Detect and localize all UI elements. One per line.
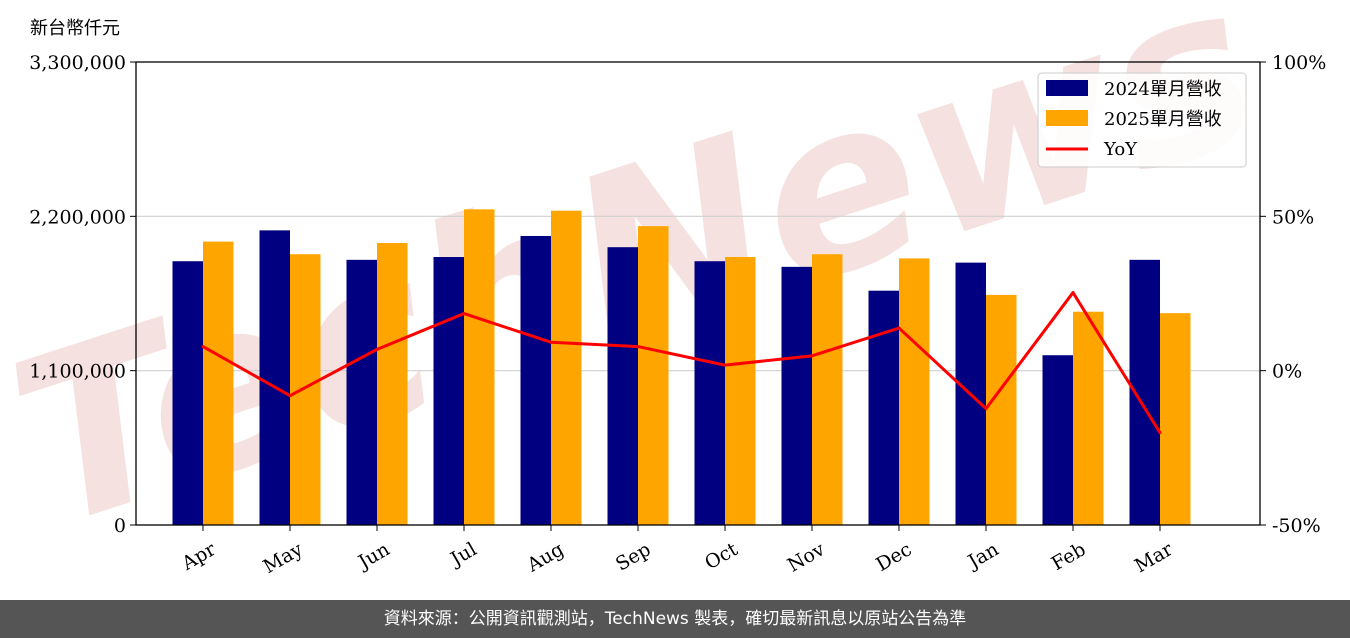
bar-2025 <box>1160 313 1191 525</box>
bar-2025 <box>725 257 756 525</box>
y-right-tick-label: -50% <box>1272 515 1321 537</box>
yoy-point <box>549 340 553 344</box>
y-right-tick-label: 0% <box>1272 361 1302 383</box>
bar-2025 <box>551 210 582 526</box>
x-tick-label: Jun <box>353 538 394 574</box>
bar-2024 <box>433 257 464 525</box>
legend-swatch-2024 <box>1046 80 1088 96</box>
x-tick-label: Oct <box>701 538 742 574</box>
x-tick-label: Aug <box>523 538 568 577</box>
legend-label-yoy: YoY <box>1103 139 1138 160</box>
yoy-point <box>1158 431 1162 435</box>
x-tick-label: Apr <box>177 538 220 575</box>
yoy-point <box>462 312 466 316</box>
yoy-point <box>288 394 292 398</box>
yoy-point <box>897 326 901 330</box>
legend-label-2024: 2024單月營收 <box>1104 79 1222 100</box>
legend-label-2025: 2025單月營收 <box>1104 109 1222 130</box>
x-tick-label: Jul <box>445 538 480 571</box>
x-tick-label: Sep <box>612 538 655 575</box>
y-right-tick-label: 50% <box>1272 206 1314 228</box>
yoy-point <box>375 347 379 351</box>
yoy-point <box>201 345 205 349</box>
y-left-tick-label: 2,200,000 <box>29 206 126 228</box>
yoy-point <box>984 407 988 411</box>
x-tick-label: May <box>260 538 307 578</box>
bar-2024 <box>781 266 812 525</box>
yoy-point <box>723 363 727 367</box>
y-axis-unit-label: 新台幣仟元 <box>30 18 120 39</box>
source-footer: 資料來源：公開資訊觀測站，TechNews 製表，確切最新訊息以原站公告為準 <box>0 600 1350 638</box>
y-right-tick-label: 100% <box>1272 52 1326 74</box>
bar-2025 <box>812 254 843 525</box>
yoy-point <box>636 345 640 349</box>
bar-2025 <box>377 242 408 525</box>
yoy-line <box>202 291 1162 434</box>
y-left-tick-label: 3,300,000 <box>29 52 126 74</box>
bar-2024 <box>346 259 377 525</box>
bar-2025 <box>290 254 321 525</box>
bar-2024 <box>172 261 203 525</box>
bar-2025 <box>986 294 1017 525</box>
legend: 2024單月營收 2025單月營收 YoY <box>1037 72 1247 168</box>
bar-2025 <box>899 258 930 525</box>
bar-2025 <box>203 241 234 525</box>
x-tick-label: Nov <box>784 538 829 577</box>
chart: TechNews 01,100,0002,200,0003,300,000-50… <box>0 0 1326 580</box>
plot-frame <box>135 61 1261 526</box>
yoy-point <box>1071 291 1075 295</box>
x-tick-label: Jan <box>963 538 1003 574</box>
y-left-tick-label: 1,100,000 <box>29 361 126 383</box>
bar-2024 <box>607 247 638 525</box>
bar-2025 <box>1073 311 1104 525</box>
bar-2024 <box>259 230 290 525</box>
bar-2024 <box>868 290 899 525</box>
yoy-line-group <box>201 291 1162 435</box>
bar-2025 <box>464 209 495 525</box>
x-tick-label: Dec <box>872 538 915 576</box>
bar-2024 <box>1042 355 1073 525</box>
yoy-point <box>810 354 814 358</box>
bar-2024 <box>520 235 551 525</box>
x-tick-label: Feb <box>1048 538 1090 575</box>
bar-2024 <box>694 261 725 525</box>
legend-swatch-2025 <box>1046 110 1088 126</box>
y-left-tick-label: 0 <box>114 515 126 537</box>
x-tick-label: Mar <box>1131 538 1177 577</box>
bars <box>172 209 1191 526</box>
bar-2025 <box>638 226 669 525</box>
